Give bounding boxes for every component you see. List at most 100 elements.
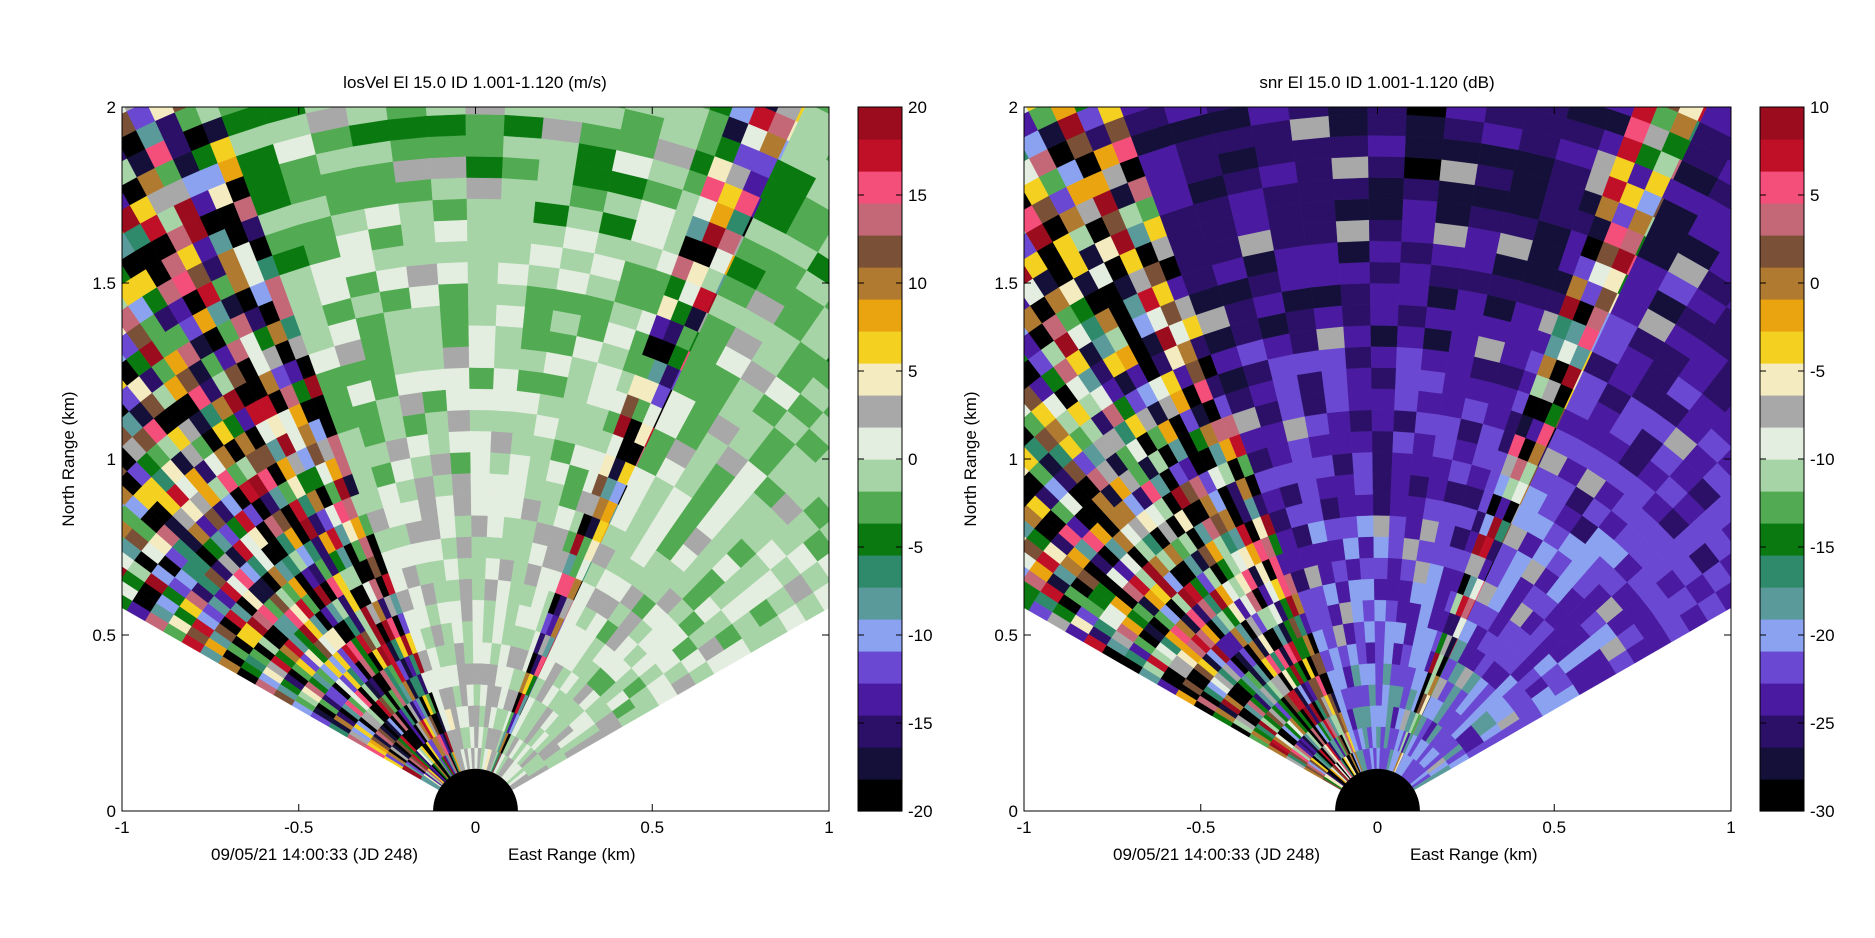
- range-gate-cell: [962, 320, 989, 347]
- range-gate-cell: [737, 77, 765, 104]
- range-gate-cell: [982, 225, 1010, 253]
- range-gate-cell: [1594, 0, 1645, 29]
- range-gate-cell: [635, 67, 670, 102]
- range-gate-cell: [1374, 641, 1385, 664]
- range-gate-cell: [1024, 580, 1041, 601]
- range-gate-cell: [15, 460, 41, 485]
- range-gate-cell: [596, 18, 644, 47]
- range-gate-cell: [432, 473, 454, 497]
- range-gate-cell: [1095, 23, 1145, 57]
- range-gate-cell: [800, 561, 829, 593]
- range-gate-cell: [19, 328, 47, 356]
- y-tick-label: 0: [107, 802, 116, 821]
- range-gate-cell: [1366, 662, 1376, 685]
- range-gate-cell: [1024, 484, 1036, 506]
- range-gate-cell: [1342, 536, 1360, 560]
- range-gate-cell: [960, 354, 1001, 396]
- range-gate-cell: [470, 493, 490, 516]
- range-gate-cell: [816, 159, 829, 186]
- range-gate-cell: [1183, 1, 1232, 31]
- range-gate-cell: [989, 353, 1015, 380]
- range-gate-cell: [1348, 578, 1363, 602]
- range-gate-cell: [0, 486, 23, 511]
- range-gate-cell: [1031, 54, 1061, 83]
- range-gate-cell: [430, 177, 468, 201]
- range-gate-cell: [42, 534, 67, 557]
- range-gate-cell: [1412, 432, 1437, 457]
- range-gate-cell: [785, 215, 829, 253]
- range-gate-cell: [1833, 210, 1875, 253]
- range-gate-cell: [20, 136, 50, 166]
- range-gate-cell: [0, 523, 24, 547]
- range-gate-cell: [815, 448, 829, 477]
- range-gate-cell: [994, 243, 1021, 271]
- range-gate-cell: [904, 408, 931, 435]
- losvel-colorbar-ticks: -20 -15 -10 -5 0 5 10 15 20: [858, 98, 933, 821]
- range-gate-cell: [1043, 26, 1073, 54]
- range-gate-cell: [0, 512, 6, 536]
- range-gate-cell: [1823, 285, 1866, 327]
- range-gate-cell: [926, 383, 953, 410]
- range-gate-cell: [958, 65, 989, 95]
- range-gate-cell: [46, 331, 73, 358]
- range-gate-cell: [122, 229, 125, 235]
- range-gate-cell: [79, 6, 110, 36]
- range-gate-cell: [805, 83, 816, 103]
- range-gate-cell: [922, 136, 952, 166]
- range-gate-cell: [801, 35, 831, 64]
- range-gate-cell: [70, 0, 102, 17]
- range-gate-cell: [1395, 346, 1424, 370]
- range-gate-cell: [497, 262, 530, 286]
- range-gate-cell: [467, 240, 500, 263]
- range-gate-cell: [426, 113, 467, 138]
- range-gate-cell: [1445, 107, 1488, 123]
- range-gate-cell: [1370, 325, 1399, 348]
- range-gate-cell: [193, 23, 243, 57]
- range-gate-cell: [334, 36, 380, 64]
- range-gate-cell: [80, 225, 108, 253]
- range-gate-cell: [446, 578, 461, 602]
- range-gate-cell: [75, 363, 101, 390]
- range-gate-cell: [962, 0, 1018, 46]
- range-gate-cell: [1842, 36, 1875, 81]
- range-gate-cell: [993, 46, 1047, 93]
- range-gate-cell: [0, 16, 3, 47]
- range-gate-cell: [1024, 535, 1027, 542]
- range-gate-cell: [826, 0, 858, 6]
- range-gate-cell: [512, 411, 538, 436]
- range-gate-cell: [1320, 0, 1366, 10]
- range-gate-cell: [468, 303, 498, 326]
- range-gate-cell: [917, 460, 943, 485]
- range-gate-cell: [1697, 428, 1731, 464]
- range-gate-cell: [1048, 60, 1102, 110]
- range-gate-cell: [1402, 198, 1438, 223]
- range-gate-cell: [1815, 396, 1853, 435]
- range-gate-cell: [1403, 177, 1440, 202]
- range-gate-cell: [1393, 409, 1418, 433]
- range-gate-cell: [992, 579, 1016, 600]
- range-gate-cell: [514, 390, 541, 415]
- range-gate-cell: [0, 325, 19, 353]
- range-gate-cell: [1645, 0, 1675, 17]
- range-gate-cell: [0, 222, 6, 252]
- range-gate-cell: [1100, 0, 1158, 46]
- range-gate-cell: [0, 179, 27, 209]
- range-gate-cell: [813, 582, 829, 611]
- range-gate-cell: [1293, 349, 1322, 376]
- range-gate-cell: [1024, 326, 1029, 337]
- range-gate-cell: [0, 474, 5, 499]
- losvel-footer-time: 09/05/21 14:00:33 (JD 248): [211, 845, 418, 864]
- range-gate-cell: [1705, 496, 1731, 530]
- range-gate-cell: [958, 190, 987, 219]
- range-gate-cell: [921, 150, 969, 193]
- range-gate-cell: [0, 3, 25, 34]
- range-gate-cell: [883, 34, 916, 65]
- range-gate-cell: [1247, 107, 1291, 126]
- range-gate-cell: [1799, 185, 1846, 227]
- range-gate-cell: [1714, 306, 1731, 337]
- range-gate-cell: [122, 502, 125, 509]
- range-gate-cell: [1736, 26, 1788, 66]
- range-gate-cell: [1716, 63, 1728, 83]
- range-gate-cell: [1308, 262, 1341, 288]
- range-gate-cell: [466, 177, 503, 200]
